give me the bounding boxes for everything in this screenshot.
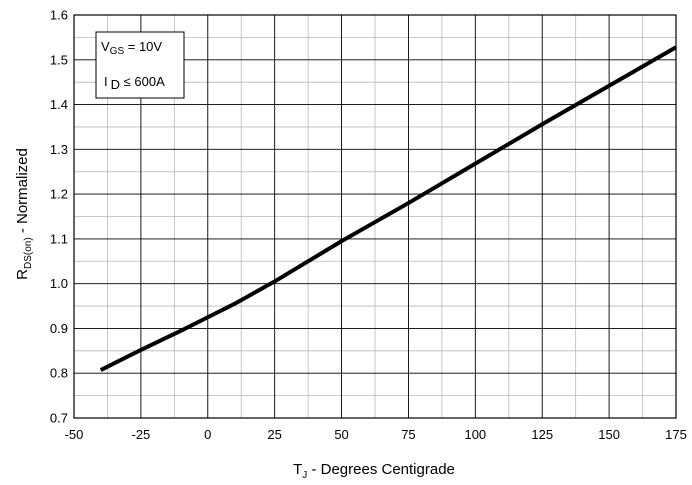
y-tick-label: 0.9: [50, 321, 68, 336]
annotation-line-1: VGS = 10V: [101, 39, 162, 57]
x-tick-label: 75: [401, 427, 415, 442]
x-axis-title: TJ - Degrees Centigrade: [293, 461, 455, 481]
y-tick-label: 0.8: [50, 366, 68, 381]
x-tick-label: 100: [464, 427, 486, 442]
y-tick-label: 1.0: [50, 276, 68, 291]
y-tick-label: 1.1: [50, 231, 68, 246]
plot-frame: [73, 14, 677, 419]
y-tick-labels: 0.7 0.8 0.9 1.0 1.1 1.2 1.3 1.4 1.5 1.6: [50, 8, 68, 426]
y-tick-label: 1.4: [50, 97, 68, 112]
y-tick-label: 1.6: [50, 8, 68, 23]
x-tick-label: 125: [531, 427, 553, 442]
y-tick-label: 1.3: [50, 142, 68, 157]
y-tick-label: 1.2: [50, 187, 68, 202]
x-tick-label: 25: [267, 427, 281, 442]
y-tick-label: 0.7: [50, 411, 68, 426]
x-tick-label: 50: [334, 427, 348, 442]
x-tick-label: 175: [665, 427, 687, 442]
y-axis-title: RDS(on) - Normalized: [14, 148, 34, 280]
x-tick-label: 0: [204, 427, 211, 442]
annotation-frame: [95, 31, 185, 99]
x-tick-label: -50: [65, 427, 84, 442]
x-tick-label: 150: [598, 427, 620, 442]
minor-gridlines: [74, 15, 676, 418]
x-tick-labels: -50 -25 0 25 50 75 100 125 150 175: [65, 427, 687, 442]
series-line: [99, 45, 677, 372]
x-tick-label: -25: [131, 427, 150, 442]
y-tick-label: 1.5: [50, 52, 68, 67]
